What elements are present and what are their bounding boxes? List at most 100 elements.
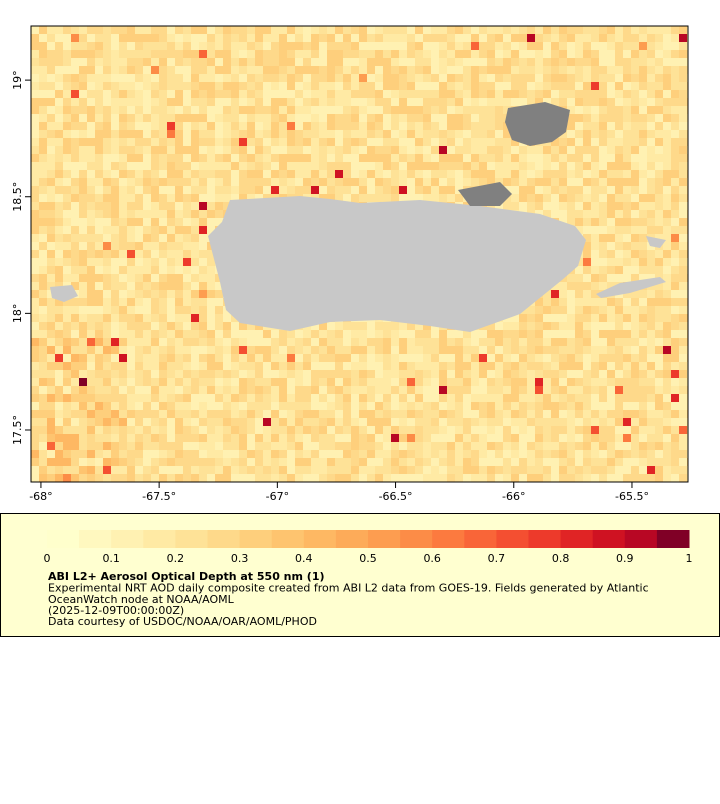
field-cell: [63, 154, 71, 162]
field-cell: [631, 258, 639, 266]
field-cell: [351, 146, 359, 154]
field-cell: [119, 362, 127, 370]
field-cell: [191, 370, 199, 378]
field-cell: [183, 66, 191, 74]
field-cell: [39, 170, 47, 178]
field-cell: [79, 234, 87, 242]
field-cell: [143, 218, 151, 226]
field-cell: [175, 378, 183, 386]
field-cell: [167, 266, 175, 274]
field-cell: [199, 442, 207, 450]
field-cell: [447, 42, 455, 50]
field-cell: [111, 34, 119, 42]
field-cell: [103, 106, 111, 114]
field-cell: [527, 418, 535, 426]
field-cell: [535, 90, 543, 98]
field-cell: [175, 26, 183, 34]
field-cell: [247, 146, 255, 154]
field-cell: [319, 122, 327, 130]
field-cell: [391, 42, 399, 50]
field-cell: [215, 474, 223, 482]
field-cell: [455, 378, 463, 386]
field-cell: [111, 210, 119, 218]
field-cell: [455, 138, 463, 146]
field-cell: [167, 98, 175, 106]
field-cell: [39, 474, 47, 482]
field-cell: [671, 346, 679, 354]
field-cell: [223, 50, 231, 58]
field-cell: [239, 378, 247, 386]
field-cell: [103, 330, 111, 338]
field-cell: [175, 426, 183, 434]
field-cell: [191, 282, 199, 290]
field-cell: [599, 426, 607, 434]
field-cell: [471, 98, 479, 106]
field-cell: [143, 58, 151, 66]
field-cell: [207, 154, 215, 162]
field-cell: [647, 298, 655, 306]
field-cell: [551, 26, 559, 34]
field-cell: [655, 234, 663, 242]
field-cell: [543, 162, 551, 170]
field-cell: [71, 178, 79, 186]
field-cell: [143, 314, 151, 322]
field-cell: [95, 330, 103, 338]
field-cell: [551, 338, 559, 346]
field-cell: [463, 410, 471, 418]
field-cell: [119, 210, 127, 218]
field-cell: [255, 386, 263, 394]
field-cell: [311, 170, 319, 178]
field-cell: [87, 90, 95, 98]
field-cell: [591, 170, 599, 178]
field-cell: [247, 338, 255, 346]
field-cell: [455, 370, 463, 378]
field-cell: [463, 26, 471, 34]
field-cell: [87, 218, 95, 226]
field-cell: [231, 338, 239, 346]
field-cell: [127, 178, 135, 186]
field-cell: [623, 34, 631, 42]
field-cell: [551, 426, 559, 434]
field-cell: [183, 434, 191, 442]
field-cell: [279, 442, 287, 450]
field-cell: [183, 202, 191, 210]
field-cell: [319, 330, 327, 338]
field-cell: [327, 362, 335, 370]
field-cell: [383, 402, 391, 410]
field-cell: [351, 106, 359, 114]
field-cell: [175, 178, 183, 186]
field-cell: [423, 354, 431, 362]
field-cell: [119, 138, 127, 146]
field-cell: [279, 466, 287, 474]
field-cell: [71, 442, 79, 450]
field-cell: [191, 266, 199, 274]
field-cell: [199, 162, 207, 170]
field-cell: [415, 114, 423, 122]
field-cell: [647, 266, 655, 274]
field-cell: [407, 434, 415, 442]
field-cell: [463, 154, 471, 162]
field-cell: [631, 178, 639, 186]
field-cell: [55, 426, 63, 434]
field-cell: [95, 418, 103, 426]
field-cell: [615, 34, 623, 42]
field-cell: [335, 154, 343, 162]
field-cell: [231, 146, 239, 154]
field-cell: [415, 194, 423, 202]
field-cell: [431, 338, 439, 346]
field-cell: [327, 42, 335, 50]
field-cell: [239, 362, 247, 370]
colorbar-bin: [239, 530, 273, 548]
field-cell: [271, 330, 279, 338]
field-cell: [407, 450, 415, 458]
field-cell: [591, 138, 599, 146]
field-cell: [519, 410, 527, 418]
field-cell: [151, 410, 159, 418]
field-cell: [199, 434, 207, 442]
field-cell: [567, 162, 575, 170]
field-cell: [375, 50, 383, 58]
field-cell: [535, 362, 543, 370]
field-cell: [143, 466, 151, 474]
field-cell: [263, 114, 271, 122]
field-cell: [463, 42, 471, 50]
